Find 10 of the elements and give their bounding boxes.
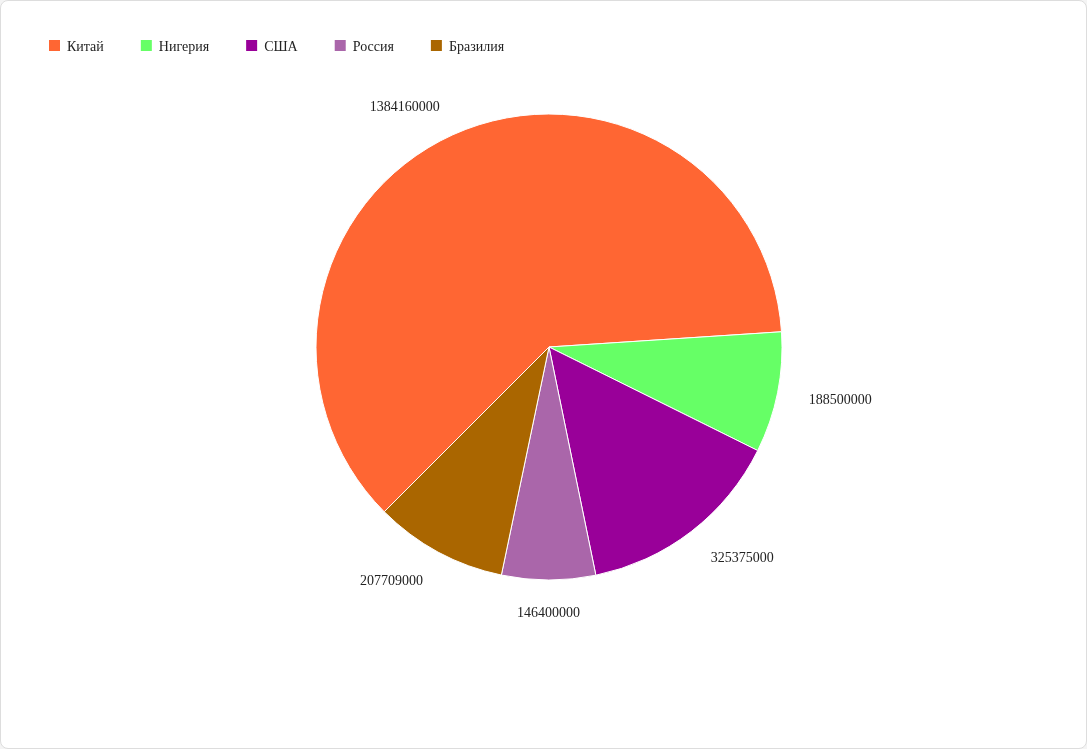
data-label: 146400000	[517, 604, 581, 620]
legend-label: США	[264, 38, 299, 54]
legend-label: Китай	[67, 38, 105, 54]
legend-label: Россия	[352, 38, 395, 54]
data-label: 188500000	[808, 391, 872, 407]
legend-label: Бразилия	[448, 38, 505, 54]
data-label: 1384160000	[369, 98, 440, 114]
data-label: 325375000	[710, 549, 774, 565]
legend-label: Нигерия	[158, 38, 210, 54]
data-label: 207709000	[359, 573, 423, 589]
